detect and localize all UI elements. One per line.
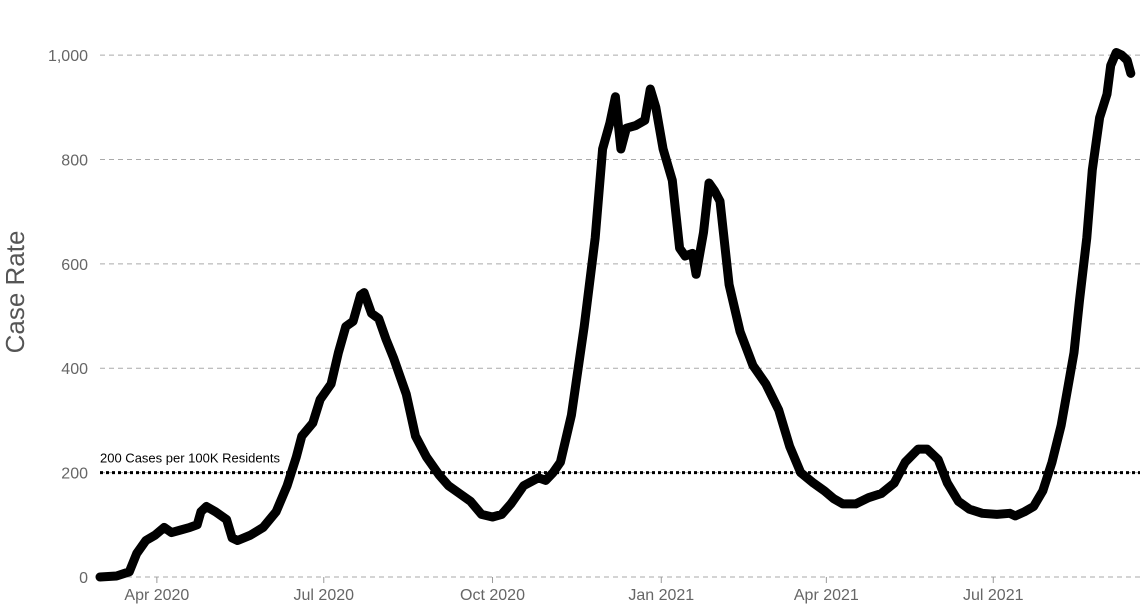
x-tick-label: Oct 2020: [460, 587, 525, 604]
y-tick-label: 800: [61, 152, 88, 169]
y-tick-label: 1,000: [48, 48, 88, 65]
x-axis-ticks: Apr 2020 Jul 2020 Oct 2020 Jan 2021 Apr 2021…: [124, 577, 1024, 604]
y-axis-title: Case Rate: [0, 231, 30, 354]
y-tick-label: 0: [79, 570, 88, 587]
reference-line-label: 200 Cases per 100K Residents: [100, 451, 280, 466]
y-tick-label: 600: [61, 257, 88, 274]
x-tick-label: Jul 2021: [963, 587, 1024, 604]
x-tick-label: Apr 2020: [124, 587, 189, 604]
reference-line-group: 200 Cases per 100K Residents: [100, 451, 1140, 475]
y-axis-ticks: 0 200 400 600 800 1,000: [48, 48, 88, 587]
x-tick-label: Apr 2021: [794, 587, 859, 604]
y-tick-label: 200: [61, 466, 88, 483]
y-tick-label: 400: [61, 361, 88, 378]
x-tick-label: Jan 2021: [628, 587, 694, 604]
series-group: [95, 48, 1136, 582]
series-line-case-rate: [95, 48, 1136, 582]
x-tick-label: Jul 2020: [294, 587, 355, 604]
